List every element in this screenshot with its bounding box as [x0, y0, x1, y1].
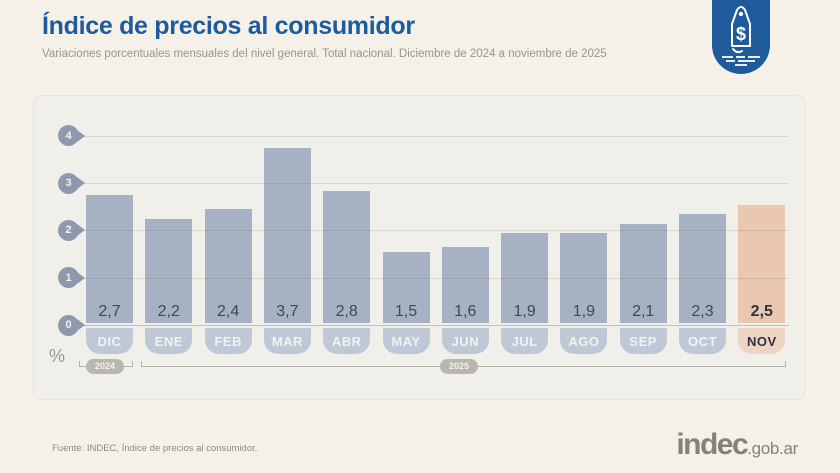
month-label-abr: ABR: [323, 328, 371, 354]
bar-value-label: 2,5: [750, 303, 773, 320]
bar-value-label: 3,7: [276, 303, 299, 320]
logo-text-main: indec: [676, 428, 748, 461]
bar-value-label: 2,3: [691, 303, 714, 320]
bracket-tick: [132, 361, 133, 367]
price-tag-icon: $: [722, 6, 760, 66]
y-tick-0: 0: [58, 314, 79, 336]
y-tick-1: 1: [58, 267, 79, 289]
bar-value-label: 2,4: [216, 303, 240, 320]
year-label-2025: 2025: [439, 359, 479, 374]
bar-value-label: 1,9: [513, 303, 536, 320]
bar-nov: 2,5: [738, 204, 786, 323]
y-axis-unit-label: %: [49, 346, 66, 366]
y-tick-2: 2: [58, 219, 79, 241]
bar-oct: 2,3: [679, 214, 726, 323]
bar-feb: 2,4: [204, 209, 252, 323]
y-tick-3: 3: [58, 172, 79, 194]
indec-logo: indec .gob.ar: [676, 428, 798, 462]
month-label-oct: OCT: [679, 328, 726, 354]
gridline-4: [74, 135, 789, 137]
bar-value-label: 1,9: [572, 303, 596, 320]
price-tag-badge: $: [712, 0, 770, 74]
source-note: Fuente: INDEC, Índice de precios al cons…: [52, 443, 258, 454]
bar-value-label: 2,2: [157, 303, 180, 320]
page-title: Índice de precios al consumidor: [42, 12, 415, 40]
bar-value-label: 2,1: [632, 303, 655, 320]
bar-value-label: 1,6: [454, 303, 477, 320]
bar-jul: 1,9: [501, 233, 549, 323]
gridline-2: [74, 230, 789, 232]
bar-may: 1,5: [382, 252, 430, 323]
svg-text:$: $: [736, 24, 746, 44]
bar-ene: 2,2: [145, 218, 193, 323]
month-label-ago: AGO: [560, 328, 608, 354]
gridline-0: [74, 325, 789, 326]
gridline-3: [74, 183, 789, 185]
month-label-mar: MAR: [263, 328, 311, 354]
bracket-tick: [141, 361, 142, 367]
bar-ago: 1,9: [560, 233, 608, 323]
bar-value-label: 2,7: [98, 303, 121, 320]
bar-sep: 2,1: [619, 223, 667, 323]
bar-chart: 2,7 DIC 2,2 ENE 2,4 FEB 3,7 MAR 2,8 ABR 1,5 MAY 1,6 J…: [34, 96, 805, 399]
bar-jun: 1,6: [441, 247, 489, 323]
page-subtitle: Variaciones porcentuales mensuales del n…: [42, 48, 607, 60]
bar-abr: 2,8: [323, 190, 371, 323]
chart-panel: 2,7 DIC 2,2 ENE 2,4 FEB 3,7 MAR 2,8 ABR 1,5 MAY 1,6 J…: [33, 95, 806, 400]
bar-value-label: 1,5: [394, 303, 418, 320]
logo-text-suffix: .gob.ar: [747, 439, 798, 458]
month-label-dic: DIC: [86, 328, 133, 354]
month-label-jun: JUN: [441, 328, 489, 354]
bar-mar: 3,7: [263, 148, 311, 323]
gridline-1: [74, 277, 789, 279]
month-label-feb: FEB: [204, 328, 252, 354]
month-label-sep: SEP: [619, 328, 667, 354]
month-label-ene: ENE: [145, 328, 193, 354]
month-label-jul: JUL: [501, 328, 549, 354]
bracket-tick: [79, 361, 80, 367]
header: Índice de precios al consumidor Variacio…: [42, 12, 682, 60]
bar-dic: 2,7: [86, 195, 133, 323]
year-label-2024: 2024: [85, 359, 125, 374]
y-tick-4: 4: [58, 125, 79, 147]
bar-value-label: 2,8: [335, 303, 358, 320]
month-label-nov: NOV: [738, 328, 786, 354]
bracket-tick: [785, 361, 786, 367]
month-label-may: MAY: [382, 328, 430, 354]
